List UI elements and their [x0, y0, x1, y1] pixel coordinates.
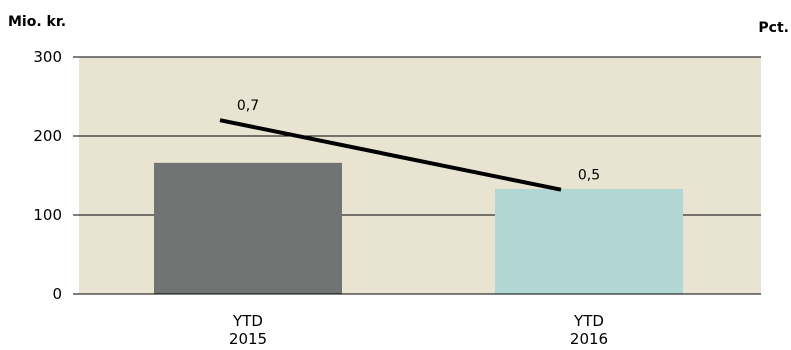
data-label: 0,5: [578, 168, 600, 184]
y-tick-label: 0: [52, 285, 62, 303]
x-tick-label: 2015: [229, 330, 267, 348]
data-label: 0,7: [237, 98, 259, 114]
x-tick-label: YTD: [232, 312, 263, 330]
x-tick-label: 2016: [570, 330, 608, 348]
line-series: [219, 118, 562, 192]
right-axis-unit: Pct.: [758, 20, 789, 36]
bar: [495, 188, 683, 294]
x-tick-label: YTD: [573, 312, 604, 330]
y-tick-label: 200: [33, 127, 62, 145]
left-axis-unit: Mio. kr.: [8, 14, 67, 30]
bar: [154, 162, 342, 294]
y-tick-label: 100: [33, 206, 62, 224]
y-tick-label: 300: [33, 48, 62, 66]
